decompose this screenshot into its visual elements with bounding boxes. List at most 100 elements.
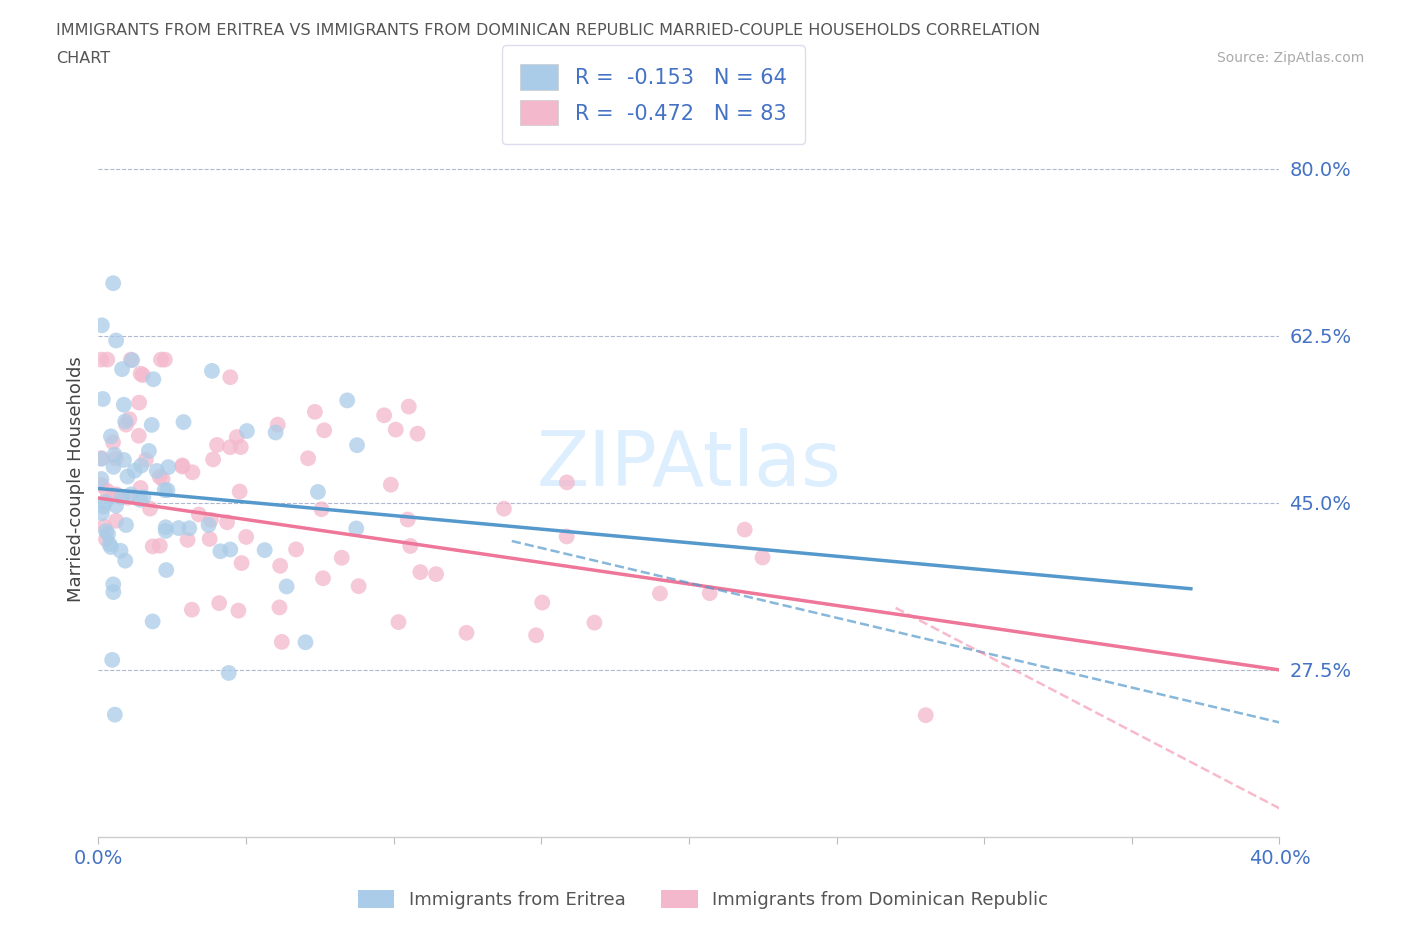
Point bbox=[307, 485, 329, 499]
Point bbox=[492, 501, 515, 516]
Point bbox=[94, 524, 117, 538]
Point bbox=[110, 543, 132, 558]
Point bbox=[139, 501, 162, 516]
Point bbox=[152, 472, 174, 486]
Point bbox=[330, 551, 353, 565]
Point bbox=[209, 544, 232, 559]
Legend: R =  -0.153   N = 64, R =  -0.472   N = 83: R = -0.153 N = 64, R = -0.472 N = 83 bbox=[502, 46, 806, 144]
Point bbox=[103, 577, 125, 591]
Point bbox=[347, 578, 370, 593]
Point bbox=[90, 472, 112, 486]
Point bbox=[124, 463, 146, 478]
Point bbox=[285, 542, 308, 557]
Text: CHART: CHART bbox=[56, 51, 110, 66]
Point bbox=[270, 634, 292, 649]
Point bbox=[387, 615, 409, 630]
Point bbox=[314, 423, 336, 438]
Point bbox=[153, 483, 176, 498]
Point bbox=[235, 529, 257, 544]
Point bbox=[149, 470, 172, 485]
Point bbox=[93, 499, 115, 514]
Point bbox=[228, 485, 250, 499]
Point bbox=[128, 429, 150, 444]
Point bbox=[138, 444, 160, 458]
Point bbox=[200, 512, 222, 527]
Point bbox=[114, 414, 136, 429]
Point bbox=[172, 459, 194, 474]
Point bbox=[157, 459, 180, 474]
Point bbox=[132, 490, 155, 505]
Point bbox=[205, 437, 228, 452]
Point bbox=[583, 615, 606, 630]
Point bbox=[218, 666, 240, 681]
Point bbox=[101, 435, 124, 450]
Point bbox=[228, 604, 250, 618]
Point bbox=[117, 490, 139, 505]
Point bbox=[531, 595, 554, 610]
Point bbox=[153, 352, 176, 367]
Point bbox=[294, 635, 316, 650]
Point bbox=[150, 352, 173, 367]
Point bbox=[155, 524, 177, 538]
Point bbox=[396, 512, 419, 527]
Point bbox=[336, 393, 359, 408]
Point bbox=[555, 475, 578, 490]
Point bbox=[90, 318, 112, 333]
Point bbox=[373, 408, 395, 423]
Point bbox=[94, 532, 117, 547]
Point bbox=[90, 451, 112, 466]
Point bbox=[155, 520, 177, 535]
Point bbox=[914, 708, 936, 723]
Point bbox=[105, 513, 128, 528]
Point bbox=[208, 596, 231, 611]
Point bbox=[104, 451, 127, 466]
Point bbox=[524, 628, 547, 643]
Point bbox=[141, 418, 163, 432]
Point bbox=[105, 487, 128, 502]
Point bbox=[91, 392, 114, 406]
Point bbox=[267, 418, 290, 432]
Point bbox=[97, 526, 120, 541]
Point bbox=[555, 529, 578, 544]
Point bbox=[96, 484, 118, 498]
Point bbox=[146, 463, 169, 478]
Point bbox=[409, 565, 432, 579]
Point bbox=[699, 586, 721, 601]
Point bbox=[197, 517, 219, 532]
Point bbox=[219, 440, 242, 455]
Text: IMMIGRANTS FROM ERITREA VS IMMIGRANTS FROM DOMINICAN REPUBLIC MARRIED-COUPLE HOU: IMMIGRANTS FROM ERITREA VS IMMIGRANTS FR… bbox=[56, 23, 1040, 38]
Point bbox=[425, 566, 447, 581]
Point bbox=[344, 521, 367, 536]
Point bbox=[96, 352, 118, 367]
Text: ZIPAtlas: ZIPAtlas bbox=[537, 428, 841, 501]
Point bbox=[103, 459, 125, 474]
Point bbox=[104, 707, 127, 722]
Point bbox=[304, 405, 326, 419]
Point bbox=[98, 537, 121, 551]
Point bbox=[217, 515, 239, 530]
Point bbox=[112, 453, 135, 468]
Point bbox=[173, 415, 195, 430]
Point bbox=[105, 498, 128, 513]
Point bbox=[648, 586, 671, 601]
Point bbox=[398, 399, 420, 414]
Point bbox=[269, 600, 291, 615]
Point bbox=[380, 477, 402, 492]
Point bbox=[90, 451, 112, 466]
Point bbox=[225, 430, 247, 445]
Point bbox=[312, 571, 335, 586]
Point bbox=[93, 519, 115, 534]
Point bbox=[155, 563, 177, 578]
Point bbox=[120, 352, 142, 367]
Point bbox=[179, 521, 201, 536]
Point bbox=[101, 487, 124, 502]
Point bbox=[121, 352, 143, 367]
Point bbox=[132, 367, 155, 382]
Point bbox=[142, 372, 165, 387]
Point bbox=[135, 452, 157, 467]
Point bbox=[311, 502, 333, 517]
Legend: Immigrants from Eritrea, Immigrants from Dominican Republic: Immigrants from Eritrea, Immigrants from… bbox=[350, 883, 1056, 916]
Point bbox=[115, 518, 138, 533]
Point bbox=[114, 553, 136, 568]
Point bbox=[128, 395, 150, 410]
